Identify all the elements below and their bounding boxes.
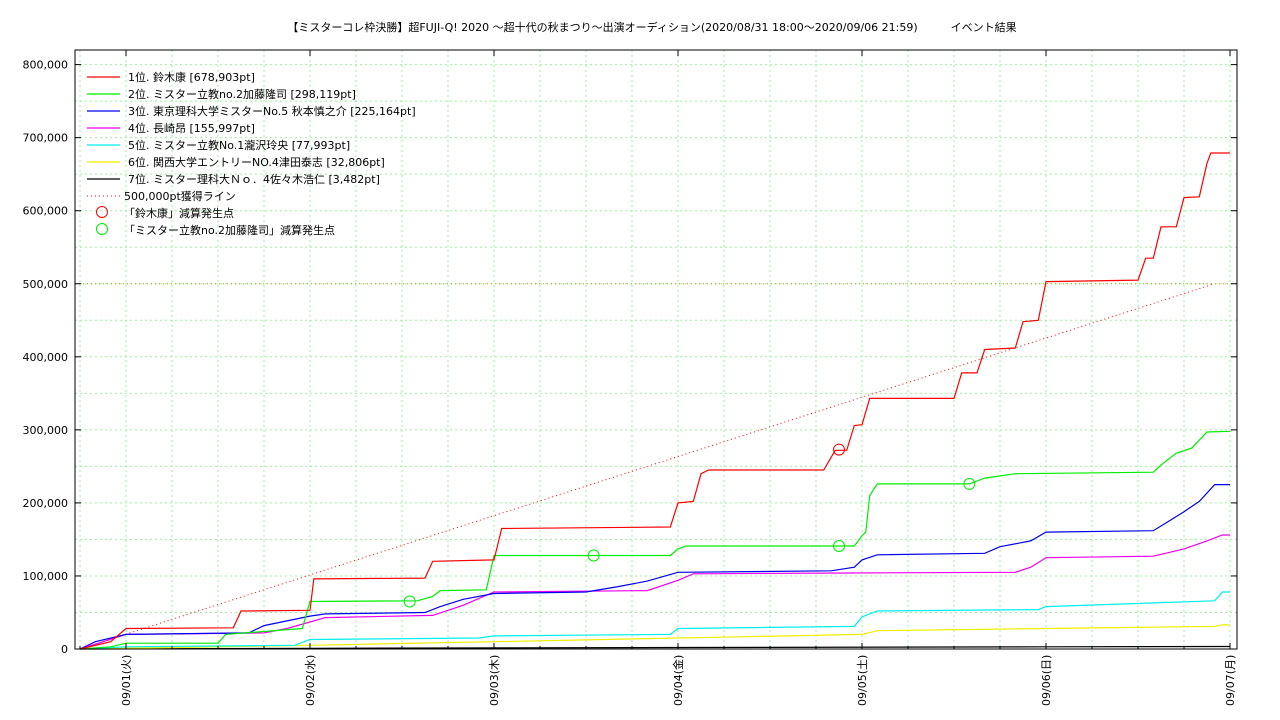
y-tick-label: 200,000 — [23, 497, 69, 510]
marker-point-2 — [963, 477, 976, 490]
marker-point-2 — [833, 540, 845, 553]
series-line-1 — [79, 152, 1230, 650]
legend-label-5: 5位. ミスター立教No.1瀧沢玲央 [77,993pt] — [128, 138, 350, 152]
legend-label-reference: 500,000pt獲得ライン — [124, 190, 236, 203]
y-tick-label: 500,000 — [23, 278, 69, 291]
legend-label-3: 3位. 東京理科大学ミスターNo.5 秋本慎之介 [225,164pt] — [128, 104, 416, 118]
y-tick-label: 100,000 — [23, 570, 69, 583]
grid-lines — [75, 50, 1237, 649]
y-tick-label: 600,000 — [23, 205, 69, 218]
legend-label-4: 4位. 長崎昂 [155,997pt] — [128, 121, 255, 135]
marker-point-2 — [587, 549, 600, 562]
legend-label-2: 2位. ミスター立教no.2加藤隆司 [298,119pt] — [128, 87, 356, 101]
plot-frame — [74, 49, 1238, 650]
y-tick-label: 800,000 — [23, 59, 69, 72]
reference-lines — [75, 283, 1237, 650]
series-line-5 — [79, 591, 1230, 650]
marker-group — [403, 443, 976, 608]
y-tick-label: 300,000 — [23, 424, 69, 437]
series-line-4 — [79, 534, 1230, 650]
y-tick-label: 0 — [61, 643, 68, 656]
legend-marker-1 — [96, 206, 108, 218]
x-axis: 09/01(火) 09/02(水) 09/03(木) 09/04(金) 09/05(土)… — [79, 50, 1237, 706]
chart-title: 【ミスターコレ枠決勝】超FUJI-Q! 2020 〜超十代の秋まつり〜出演オーデ… — [287, 20, 1016, 34]
x-tick-label: 09/01(火) — [120, 655, 133, 706]
legend-label-1: 1位. 鈴木康 [678,903pt] — [128, 70, 255, 84]
x-tick-label: 09/04(金) — [671, 655, 685, 706]
x-tick-label: 09/05(土) — [856, 655, 869, 706]
marker-point-1 — [833, 443, 845, 456]
x-tick-label: 09/02(水) — [304, 655, 317, 706]
legend-label-marker-2: 「ミスター立教no.2加藤隆司」減算発生点 — [124, 223, 335, 237]
legend-label-7: 7位. ミスター理科大Ｎｏ．4佐々木浩仁 [3,482pt] — [128, 172, 380, 186]
y-tick-label: 400,000 — [23, 351, 69, 364]
legend: 1位. 鈴木康 [678,903pt] 2位. ミスター立教no.2加藤隆司 [2… — [87, 70, 416, 237]
x-tick-label: 09/03(木) — [488, 655, 501, 706]
legend-label-6: 6位. 関西大学エントリーNO.4津田泰志 [32,806pt] — [128, 155, 385, 169]
y-axis: 0 100,000 200,000 300,000 400,000 500,000 600,… — [23, 59, 1237, 656]
series-line-2 — [79, 430, 1231, 650]
x-tick-label: 09/06(日) — [1040, 655, 1053, 706]
x-tick-label: 09/07(月) — [1224, 655, 1237, 706]
legend-marker-2 — [96, 223, 108, 235]
legend-label-marker-1: 「鈴木康」減算発生点 — [124, 206, 234, 220]
series-line-3 — [79, 484, 1230, 650]
marker-point-2 — [403, 595, 416, 608]
y-tick-label: 700,000 — [23, 132, 69, 145]
